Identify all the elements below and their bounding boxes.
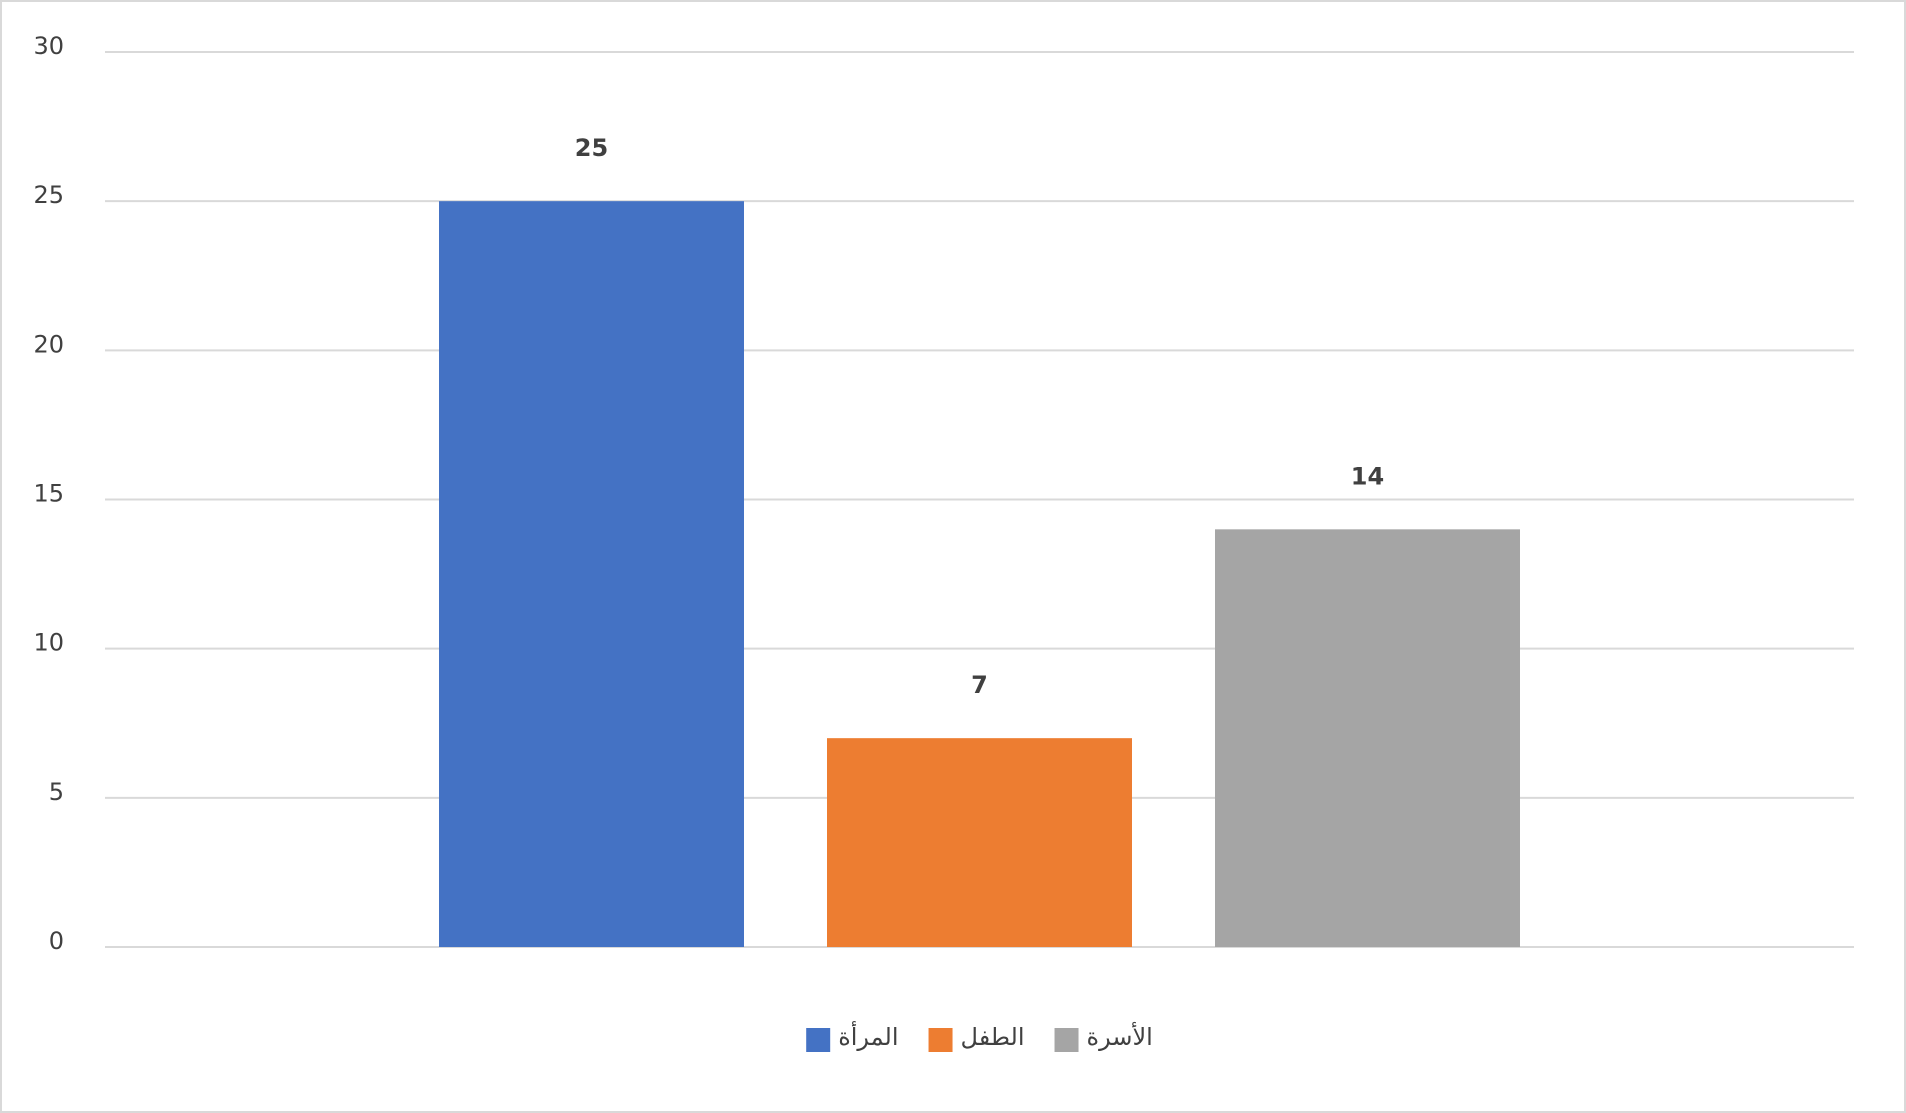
legend-swatch — [928, 1028, 953, 1052]
legend-swatch — [806, 1028, 831, 1052]
data-label: 14 — [1351, 462, 1384, 490]
data-label: 25 — [575, 134, 608, 162]
legend-label: الأسرة — [1087, 1022, 1153, 1051]
legend-label: الطفل — [961, 1023, 1025, 1051]
legend-label: المرأة — [838, 1021, 898, 1051]
y-tick-label: 25 — [33, 181, 64, 209]
bar — [1215, 529, 1520, 947]
data-label: 7 — [971, 671, 988, 699]
y-tick-label: 5 — [49, 778, 64, 806]
legend-swatch — [1054, 1028, 1079, 1052]
y-tick-label: 10 — [33, 629, 64, 657]
y-tick-label: 20 — [33, 330, 64, 358]
y-tick-label: 30 — [33, 32, 64, 60]
y-tick-label: 0 — [49, 927, 64, 955]
y-tick-label: 15 — [33, 480, 64, 508]
bar — [827, 738, 1132, 947]
bar — [439, 201, 744, 947]
